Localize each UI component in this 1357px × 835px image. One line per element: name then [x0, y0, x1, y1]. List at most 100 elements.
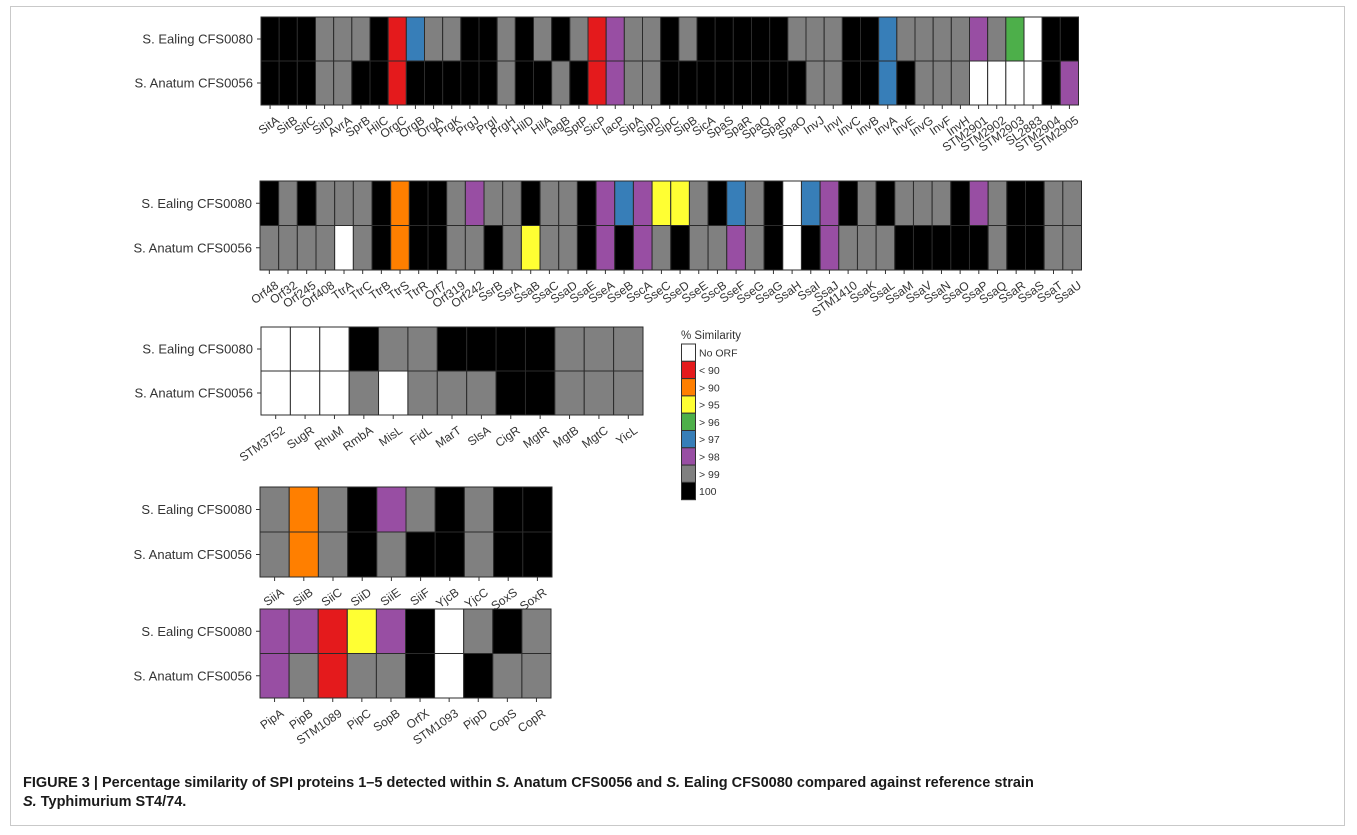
heatmap-cell	[841, 16, 861, 62]
heatmap-cell	[912, 180, 933, 226]
heatmap-cell	[751, 60, 771, 106]
legend-swatch	[681, 447, 696, 466]
heatmap-cell	[787, 60, 807, 106]
legend-label: No ORF	[699, 348, 738, 360]
heatmap-cell	[744, 225, 765, 271]
row-label: S. Ealing CFS0080	[142, 342, 253, 357]
heatmap-cell	[493, 486, 524, 533]
heatmap-cell	[1006, 225, 1026, 271]
heatmap-cell	[660, 60, 680, 106]
heatmap-cell	[587, 60, 607, 106]
heatmap-cell	[987, 225, 1008, 271]
heatmap-cell	[442, 16, 462, 62]
heatmap-cell	[369, 16, 389, 62]
heatmap-cell	[333, 16, 353, 62]
heatmap-cell	[726, 225, 746, 271]
row-label: S. Ealing CFS0080	[141, 624, 252, 639]
heatmap-cell	[405, 486, 436, 533]
heatmap-cell	[434, 653, 465, 699]
heatmap-cell	[483, 225, 504, 271]
heatmap-cell	[539, 180, 560, 226]
heatmap-cell	[605, 60, 625, 106]
heatmap-cell	[260, 16, 280, 62]
heatmap-cell	[1024, 180, 1045, 226]
heatmap-cell	[539, 225, 560, 271]
heatmap-panel-3: S. Ealing CFS0080 S. Anatum CFS0056 STM375…	[134, 326, 644, 465]
column-label: SlsA	[465, 423, 493, 449]
heatmap-cell	[688, 180, 709, 226]
heatmap-cell	[502, 180, 522, 226]
heatmap-cell	[434, 486, 465, 533]
heatmap-cell	[463, 653, 494, 699]
heatmap-cell	[446, 225, 466, 271]
heatmap-cell	[651, 180, 672, 226]
heatmap-cell	[614, 225, 634, 271]
legend-label: 100	[699, 486, 717, 498]
column-label: PipD	[461, 706, 491, 733]
heatmap-cell	[371, 180, 392, 226]
heatmap-cell	[558, 225, 578, 271]
heatmap-cell	[1062, 225, 1083, 271]
heatmap-cell	[495, 326, 526, 372]
heatmap-cell	[782, 225, 802, 271]
heatmap-cell	[483, 180, 504, 226]
heatmap-cell	[319, 326, 350, 372]
legend-swatch	[681, 343, 696, 362]
heatmap-cell	[317, 486, 349, 533]
heatmap-cell	[613, 370, 644, 416]
heatmap-cell	[678, 60, 698, 106]
column-label: PipA	[258, 706, 287, 732]
heatmap-cell	[896, 16, 916, 62]
column-label: SiiB	[290, 585, 316, 609]
heatmap-cell	[558, 180, 578, 226]
heatmap-cell	[714, 60, 734, 106]
heatmap-cell	[696, 60, 716, 106]
heatmap-cell	[315, 60, 335, 106]
heatmap-cell	[347, 531, 378, 578]
heatmap-cell	[932, 16, 952, 62]
heatmap-cell	[376, 531, 407, 578]
heatmap-cell	[583, 326, 615, 372]
heatmap-cell	[950, 16, 970, 62]
row-label: S. Anatum CFS0056	[133, 240, 252, 255]
heatmap-cell	[1023, 60, 1043, 106]
heatmap-cell	[805, 60, 825, 106]
heatmap-cell	[463, 531, 495, 578]
legend-label: > 96	[699, 417, 720, 429]
figure-caption: FIGURE 3 | Percentage similarity of SPI …	[23, 775, 1034, 810]
heatmap-cell	[950, 225, 970, 271]
heatmap-cell	[696, 16, 716, 62]
legend-swatch	[681, 412, 696, 432]
legend-swatch	[681, 395, 696, 414]
heatmap-cell	[1023, 16, 1043, 62]
column-label: YjcC	[462, 585, 491, 611]
heatmap-cell	[446, 180, 466, 226]
heatmap-cell	[968, 180, 989, 226]
heatmap-cell	[405, 653, 436, 699]
heatmap-cell	[587, 16, 607, 62]
heatmap-cell	[375, 653, 406, 699]
heatmap-cell	[1043, 225, 1064, 271]
heatmap-cell	[819, 225, 840, 271]
heatmap-cell	[492, 608, 523, 654]
heatmap-cell	[595, 180, 616, 226]
heatmap-cell	[878, 16, 898, 62]
heatmap-cell	[408, 180, 429, 226]
heatmap-cell	[346, 608, 377, 654]
heatmap-cell	[317, 531, 349, 578]
row-label: S. Anatum CFS0056	[134, 76, 253, 91]
heatmap-cell	[288, 486, 319, 533]
row-label: S. Anatum CFS0056	[133, 547, 252, 562]
heatmap-cell	[259, 608, 290, 654]
column-label: YjcB	[433, 585, 461, 611]
heatmap-cell	[714, 16, 734, 62]
heatmap-cell	[912, 225, 933, 271]
heatmap-cell	[642, 16, 662, 62]
heatmap-cell	[334, 225, 354, 271]
heatmap-cell	[583, 370, 615, 416]
heatmap-cell	[427, 180, 448, 226]
heatmap-cell	[296, 16, 317, 62]
heatmap-cell	[576, 225, 597, 271]
